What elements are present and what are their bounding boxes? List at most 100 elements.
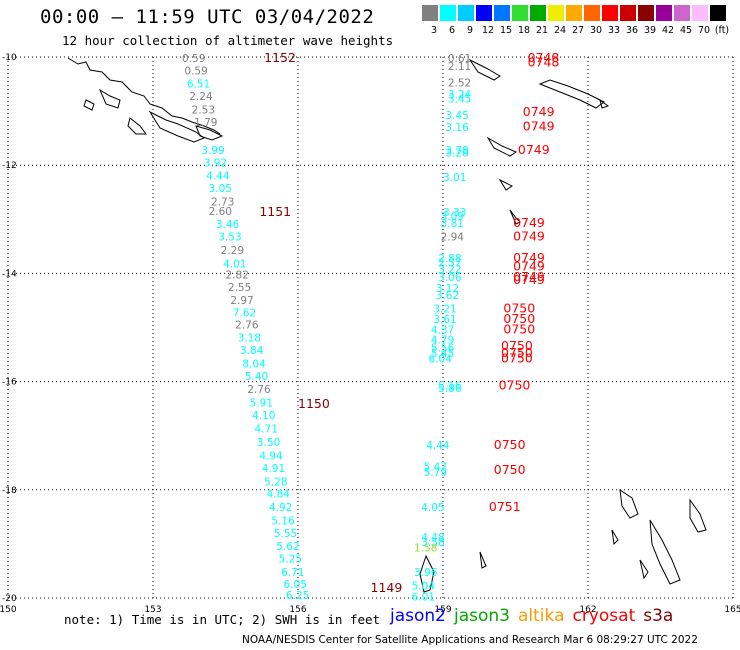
coastline-northwest [67, 57, 221, 135]
color-scale-label: 30 [589, 25, 603, 36]
swh-label: 2.94 [441, 232, 465, 244]
swh-label: 2.82 [226, 269, 249, 281]
wave-height-labels: 0.590.596.512.242.531.793.993.924.443.05… [182, 53, 472, 603]
color-scale-swatch [476, 5, 492, 21]
coastline-island-d [195, 125, 224, 141]
color-scale-label: 15 [499, 25, 513, 36]
map-title: 00:00 – 11:59 UTC 03/04/2022 [40, 6, 375, 28]
coastline-island-j [498, 178, 513, 191]
pass-time-label: 0749 [513, 258, 545, 273]
swh-label: 0.59 [184, 65, 207, 77]
swh-label: 2.73 [211, 196, 234, 208]
pass-time-label: 0749 [513, 269, 545, 284]
axis-tick-labels: 150 153 156 159 162 165 -10 -12 -14 -16 -18 -20 [0, 53, 740, 615]
y-tick-label: -16 [2, 378, 17, 388]
color-scale-swatch [548, 5, 564, 21]
pass-time-label: 1149 [371, 580, 403, 595]
pass-time-label: 0750 [503, 322, 535, 337]
swh-label: 3.45 [448, 94, 471, 106]
coastline [67, 57, 707, 593]
swh-label: 2.29 [221, 245, 244, 257]
pass-time-label: 1150 [298, 396, 330, 411]
credit-line: NOAA/NESDIS Center for Satellite Applica… [242, 634, 698, 646]
color-scale-label: 42 [661, 25, 675, 36]
coastline-island-o [611, 529, 619, 546]
swh-label: 3.62 [436, 290, 459, 302]
color-scale-swatch [566, 5, 582, 21]
color-scale-swatch [440, 5, 456, 21]
color-scale-label: 24 [553, 25, 567, 36]
color-scale-swatch [494, 5, 510, 21]
swh-label: 5.91 [250, 398, 273, 410]
swh-label: 4.79 [431, 334, 454, 346]
swh-label: 3.05 [209, 183, 232, 195]
swh-label: 3.12 [436, 283, 459, 295]
swh-label: 4.94 [259, 451, 283, 463]
swh-label: 5.28 [264, 477, 287, 489]
color-scale-label: 45 [679, 25, 693, 36]
swh-label: 4.01 [223, 259, 246, 271]
pass-time-label: 0750 [503, 300, 535, 315]
color-scale-label: 6 [448, 25, 456, 36]
swh-label: 3.99 [201, 145, 224, 157]
swh-label: 3.61 [433, 314, 456, 326]
pass-time-label: 0748 [528, 54, 560, 69]
x-tick-label: 153 [144, 605, 161, 615]
pass-time-label: 0750 [501, 350, 533, 365]
color-scale-label: 27 [571, 25, 585, 36]
swh-label: 3.06 [438, 272, 462, 284]
x-tick-label: 156 [289, 605, 306, 615]
swh-label: 4.44 [206, 170, 230, 182]
swh-label: 3.92 [204, 157, 227, 169]
swh-label: 3.78 [445, 145, 468, 157]
swh-label: 2.11 [448, 61, 471, 73]
swh-label: 5.16 [271, 516, 295, 528]
swh-label: 3.46 [216, 219, 240, 231]
swh-label: 4.91 [262, 463, 285, 475]
swh-label: 3.58 [421, 537, 444, 549]
y-tick-label: -20 [2, 594, 17, 604]
swh-label: 2.60 [209, 206, 232, 218]
swh-label: 3.16 [445, 122, 469, 134]
swh-label: 3.81 [441, 218, 464, 230]
color-scale-swatch [530, 5, 546, 21]
y-tick-label: -18 [2, 486, 17, 496]
swh-label: 4.92 [269, 502, 292, 514]
color-scale-swatch [620, 5, 636, 21]
coastline-island-q [419, 554, 435, 593]
color-scale-label: 9 [466, 25, 474, 36]
pass-time-label: 0750 [503, 311, 535, 326]
y-tick-label: -14 [2, 269, 17, 279]
swh-label: 6.04 [429, 353, 453, 365]
swh-label: 5.25 [279, 553, 302, 565]
color-scale-swatch [656, 5, 672, 21]
swh-label: 5.62 [276, 541, 299, 553]
coastline-island-p [479, 551, 487, 569]
pass-time-label: 0749 [518, 142, 550, 157]
coastline-island-k [599, 98, 610, 109]
satellite-legend-item: jason2 [390, 606, 446, 626]
swh-label: 4.10 [252, 410, 275, 422]
coastline-island-m [649, 519, 681, 585]
pass-time-label: 0749 [513, 215, 545, 230]
pass-time-label: 0749 [523, 119, 555, 134]
swh-label: 5.86 [438, 383, 462, 395]
color-scale-label: 33 [607, 25, 621, 36]
swh-label: 3.09 [441, 211, 464, 223]
x-tick-label: 159 [434, 605, 451, 615]
x-tick-label: 162 [579, 605, 596, 615]
map-subtitle: 12 hour collection of altimeter wave hei… [62, 33, 394, 48]
color-scale-swatch [458, 5, 474, 21]
pass-time-label: 0750 [494, 462, 526, 477]
pass-time-labels: 1152115111501149074807480749074907490749… [259, 50, 559, 595]
swh-label: 5.47 [424, 461, 447, 473]
swh-label: 0.61 [448, 53, 471, 65]
swh-label: 3.21 [433, 303, 456, 315]
swh-label: 3.53 [218, 232, 241, 244]
coastline-island-h [486, 136, 518, 157]
swh-label: 5.79 [424, 467, 447, 479]
color-scale-swatch [674, 5, 690, 21]
satellite-legend-item: jason3 [454, 606, 510, 626]
satellite-legend: jason2 jason3 altika cryosat s3a [390, 606, 681, 626]
swh-label: 3.96 [414, 567, 438, 579]
